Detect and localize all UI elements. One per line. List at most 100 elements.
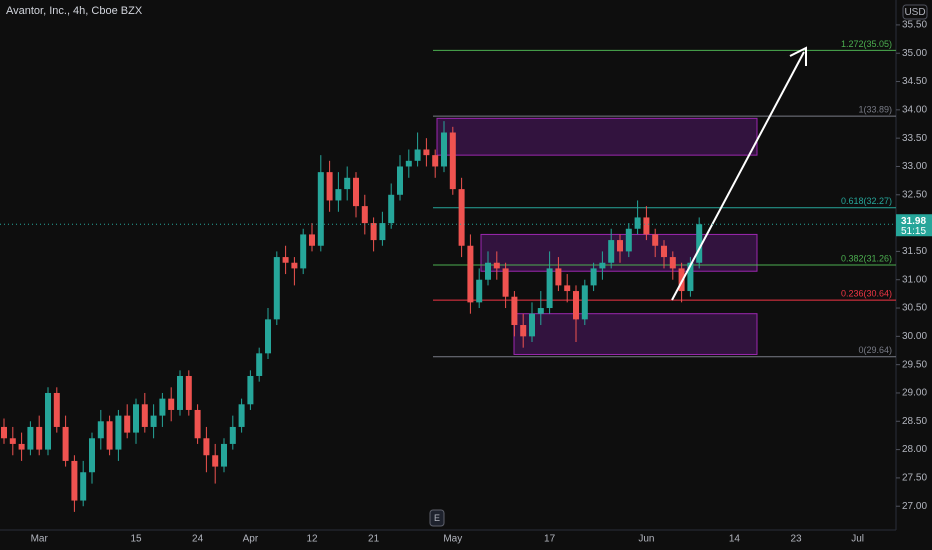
y-tick-label: 35.00 [902, 48, 927, 59]
candle-body [617, 240, 623, 252]
candle-body [423, 149, 430, 156]
candle-body [300, 234, 307, 269]
y-tick-label: 35.50 [902, 20, 927, 31]
candle-body [326, 172, 333, 201]
candle-body [493, 262, 500, 269]
candle-body [265, 319, 271, 354]
candle-body [361, 206, 368, 224]
projection-arrow [671, 51, 805, 301]
candle-body [529, 313, 535, 337]
y-tick-label: 28.00 [902, 444, 927, 455]
fib-label: 1(33.89) [858, 104, 892, 114]
fib-label: 0.236(30.64) [841, 288, 892, 298]
candle-body [335, 189, 342, 201]
candle-body [687, 262, 694, 292]
last-price-box [896, 214, 932, 237]
y-tick-label: 31.00 [902, 274, 927, 285]
candle-body [441, 132, 447, 167]
candle-body [625, 228, 632, 252]
zone [513, 313, 758, 355]
x-tick-label: 12 [306, 534, 318, 545]
fib-label: 0.618(32.27) [841, 196, 892, 206]
candle-body [370, 223, 377, 241]
y-tick-label: 29.50 [902, 359, 927, 370]
y-tick-label: 30.00 [902, 331, 927, 342]
x-tick-label: Apr [243, 534, 259, 545]
candle-body [573, 291, 579, 320]
candle-body [564, 285, 571, 292]
y-tick-label: 32.50 [902, 189, 927, 200]
candle-body [159, 398, 166, 416]
candle-body [45, 392, 51, 450]
candle-body [141, 404, 148, 427]
candle-body [62, 426, 69, 461]
candle-body [467, 245, 474, 303]
earnings-label[interactable]: E [434, 513, 440, 523]
x-tick-label: Mar [31, 534, 49, 545]
candle-body [18, 443, 25, 450]
arrow-head [789, 46, 807, 66]
candle-body [124, 415, 131, 433]
candle-body [458, 189, 465, 246]
candle-body [1, 426, 7, 439]
candle-body [212, 455, 219, 467]
zone [436, 117, 758, 156]
candle-body [133, 404, 139, 433]
candle-body [71, 460, 78, 501]
y-tick-label: 31.50 [902, 246, 927, 257]
candle-body [652, 234, 659, 246]
y-tick-label: 33.00 [902, 161, 927, 172]
candle-body [203, 438, 210, 456]
y-tick-label: 33.50 [902, 133, 927, 144]
x-tick-label: Jul [851, 534, 864, 545]
candle-body [520, 325, 527, 337]
x-tick-label: 24 [192, 534, 204, 545]
candle-body [168, 398, 175, 410]
y-tick-label: 29.00 [902, 388, 927, 399]
candle-body [185, 375, 192, 410]
candle-body [115, 415, 122, 450]
candle-body [273, 257, 280, 320]
candle-body [97, 421, 104, 439]
candle-body [405, 160, 412, 167]
earnings-icon[interactable] [429, 509, 445, 527]
candle-body [388, 194, 395, 224]
candle-body [256, 353, 263, 376]
candle-body [590, 268, 597, 286]
candle-body [634, 217, 641, 229]
candle-body [247, 375, 254, 405]
y-tick-label: 27.50 [902, 473, 927, 484]
candle-body [414, 149, 421, 161]
candle-body [282, 257, 289, 263]
candle-body [476, 279, 483, 303]
x-tick-label: 17 [544, 534, 556, 545]
candle-body [53, 392, 60, 427]
y-tick-label: 34.50 [902, 76, 927, 87]
candle-body [353, 177, 359, 207]
candle-body [485, 262, 491, 280]
chart-title: Avantor, Inc., 4h, Cboe BZX [6, 5, 143, 17]
candle-body [221, 443, 227, 467]
candle-body [643, 217, 650, 235]
candle-body [106, 421, 113, 450]
x-tick-label: May [443, 534, 462, 545]
last-price-label: 31.98 [901, 216, 926, 227]
candle-body [678, 268, 685, 292]
candle-body [80, 472, 87, 501]
candle-body [309, 234, 315, 246]
candle-body [669, 257, 676, 269]
candle-body [177, 375, 183, 410]
candle-body [36, 426, 43, 450]
y-tick-label: 30.50 [902, 303, 927, 314]
y-tick-label: 34.00 [902, 104, 927, 115]
currency-box [902, 4, 928, 20]
candle-body [229, 426, 236, 444]
x-tick-label: 21 [368, 534, 380, 545]
candle-body [599, 262, 606, 269]
candle-body [194, 409, 201, 439]
x-tick-label: 14 [729, 534, 741, 545]
fib-label: 1.272(35.05) [841, 39, 892, 49]
x-tick-label: Jun [638, 534, 654, 545]
zone [480, 233, 758, 272]
